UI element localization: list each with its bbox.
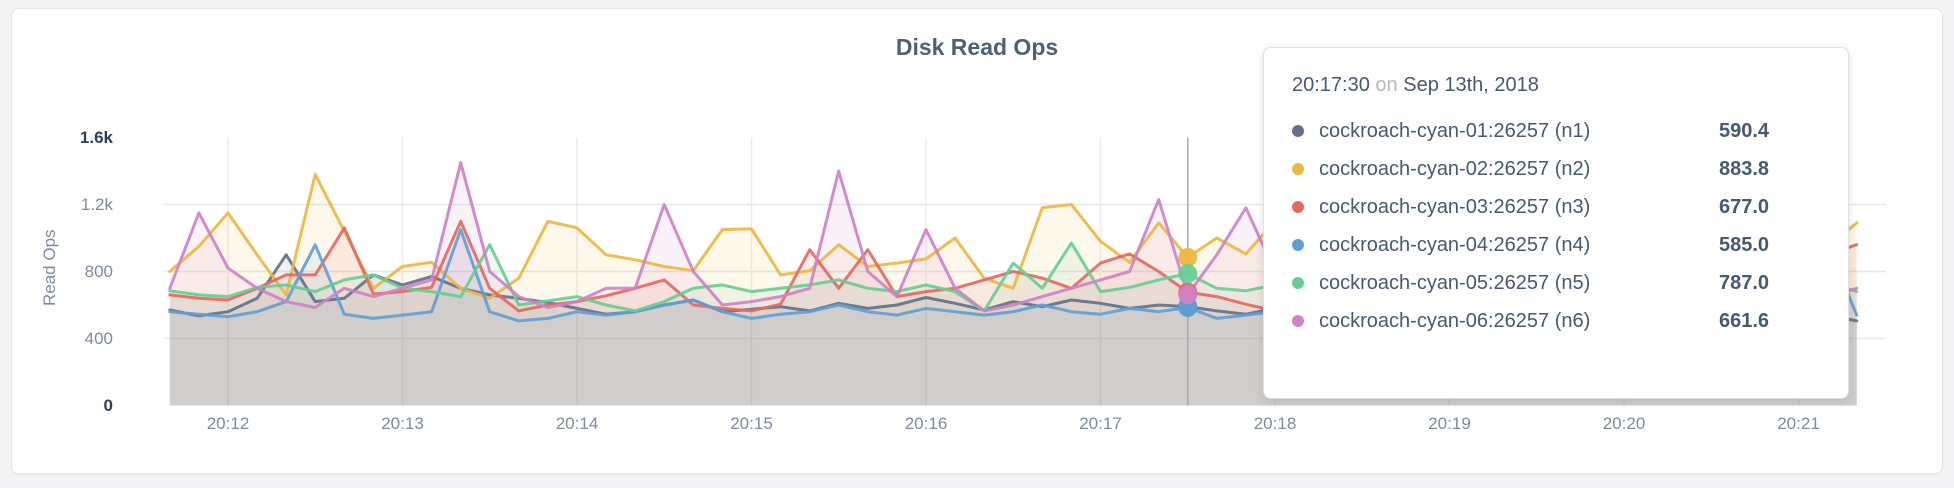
x-tick-label: 20:18 [1253, 414, 1297, 433]
series-label: cockroach-cyan-04:26257 (n4) [1319, 233, 1591, 256]
tooltip-row: cockroach-cyan-01:26257 (n1) 590.4 [1292, 112, 1848, 150]
tooltip-row: cockroach-cyan-04:26257 (n4) 585.0 [1292, 226, 1848, 264]
y-tick-label: 400 [84, 328, 113, 348]
series-color-dot [1292, 125, 1304, 137]
hover-tooltip: 20:17:30 on Sep 13th, 2018 cockroach-cya… [1263, 47, 1849, 399]
series-label: cockroach-cyan-03:26257 (n3) [1319, 195, 1591, 218]
y-tick-label: 800 [84, 261, 113, 281]
tooltip-row: cockroach-cyan-02:26257 (n2) 883.8 [1292, 150, 1848, 188]
series-label: cockroach-cyan-02:26257 (n2) [1319, 157, 1591, 180]
x-tick-label: 20:19 [1428, 414, 1471, 433]
tooltip-header: 20:17:30 on Sep 13th, 2018 [1292, 72, 1848, 98]
x-tick-label: 20:13 [381, 414, 424, 433]
series-color-dot [1292, 315, 1304, 327]
x-tick-label: 20:15 [730, 414, 773, 433]
series-value: 585.0 [1719, 233, 1770, 256]
hover-point [1178, 264, 1198, 284]
x-tick-label: 20:14 [555, 414, 599, 433]
x-tick-label: 20:17 [1079, 414, 1122, 433]
tooltip-on-word: on [1375, 74, 1398, 96]
tooltip-row: cockroach-cyan-06:26257 (n6) 661.6 [1292, 302, 1848, 340]
tooltip-time: 20:17:30 [1292, 74, 1370, 96]
tooltip-row: cockroach-cyan-03:26257 (n3) 677.0 [1292, 188, 1848, 226]
y-tick-label: 1.6k [79, 127, 113, 147]
y-tick-label: 0 [103, 395, 113, 415]
x-tick-label: 20:20 [1602, 414, 1646, 433]
series-label: cockroach-cyan-06:26257 (n6) [1319, 309, 1591, 332]
series-value: 661.6 [1719, 309, 1770, 332]
y-tick-label: 1.2k [80, 194, 113, 214]
x-tick-label: 20:16 [904, 414, 948, 433]
series-value: 787.0 [1719, 271, 1770, 294]
series-color-dot [1292, 277, 1304, 289]
hover-point [1178, 247, 1198, 267]
series-color-dot [1292, 163, 1304, 175]
tooltip-date: Sep 13th, 2018 [1403, 74, 1539, 96]
series-label: cockroach-cyan-05:26257 (n5) [1319, 271, 1591, 294]
tooltip-row: cockroach-cyan-05:26257 (n5) 787.0 [1292, 264, 1848, 302]
series-value: 677.0 [1719, 195, 1770, 218]
series-label: cockroach-cyan-01:26257 (n1) [1319, 119, 1591, 142]
series-color-dot [1292, 239, 1304, 251]
series-value: 883.8 [1719, 157, 1770, 180]
series-value: 590.4 [1719, 119, 1770, 142]
x-tick-label: 20:12 [206, 414, 250, 433]
series-color-dot [1292, 201, 1304, 213]
x-tick-label: 20:21 [1777, 414, 1820, 433]
chart-title: Disk Read Ops [895, 34, 1059, 60]
hover-point [1178, 285, 1198, 305]
